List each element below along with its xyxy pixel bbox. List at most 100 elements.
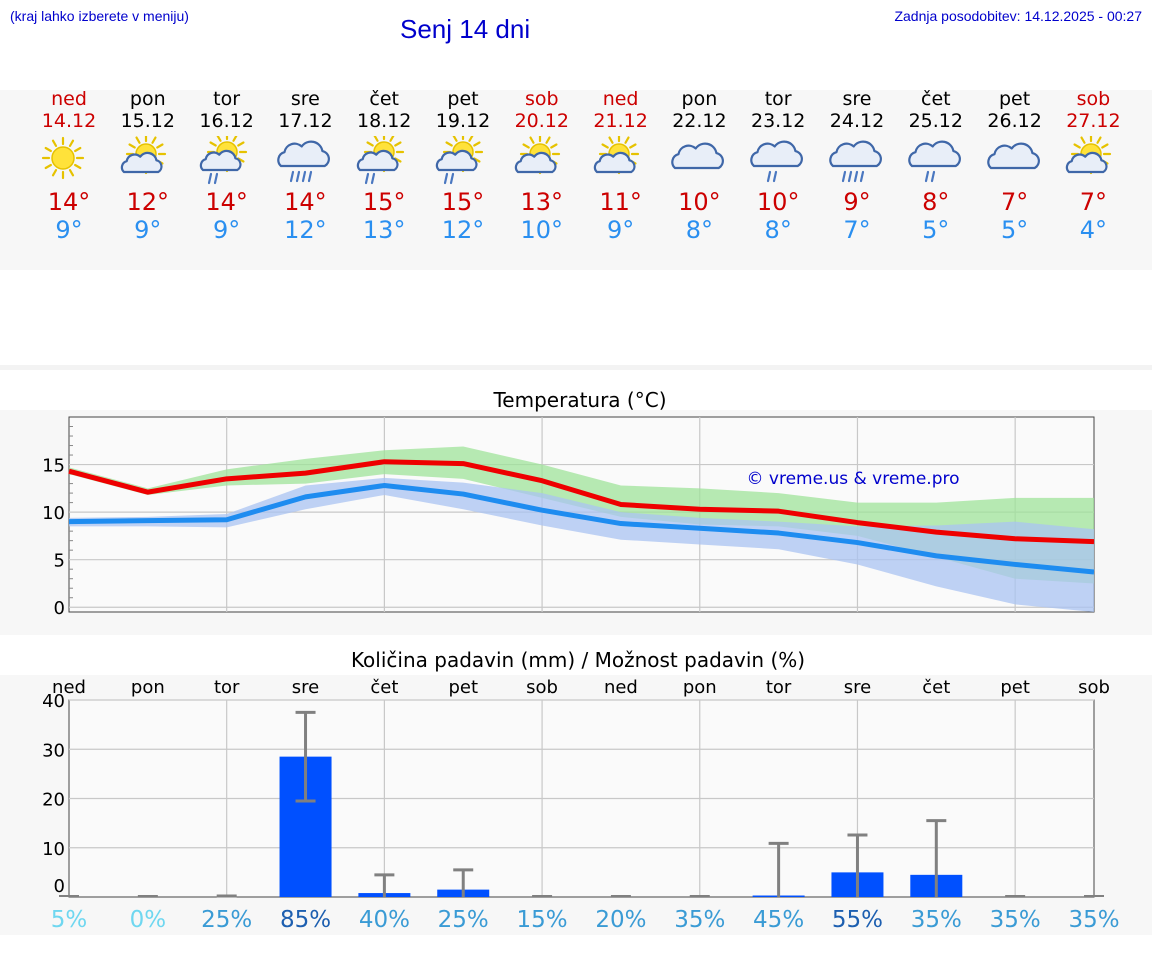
day-date: 24.12 — [829, 110, 885, 132]
day-name: čet — [921, 88, 951, 110]
day-date: 14.12 — [41, 110, 97, 132]
min_range-band — [69, 477, 1094, 612]
precip-probability: 20% — [595, 907, 646, 933]
precip-probability: 25% — [438, 907, 489, 933]
weather-icon — [41, 136, 85, 180]
day-date: 16.12 — [199, 110, 254, 132]
weather-icon — [514, 136, 560, 175]
precip-probability: 0% — [130, 907, 167, 933]
y-tick-label: 5 — [54, 551, 65, 572]
min-temp: 13° — [362, 216, 406, 244]
weather-icon — [199, 136, 247, 185]
day-name: tor — [764, 88, 792, 110]
day-date: 21.12 — [593, 110, 648, 132]
day-name: ned — [51, 88, 87, 110]
x-day-label: sre — [292, 677, 319, 698]
day-date: 22.12 — [672, 110, 727, 132]
min-temp: 10° — [520, 216, 564, 244]
min-temp: 5° — [922, 216, 950, 244]
x-day-label: ned — [604, 677, 638, 698]
day-column: sob 20.12 13° 10° — [502, 88, 582, 244]
weather-icon — [277, 140, 331, 183]
day-column: tor 16.12 14° 9° — [187, 88, 267, 244]
max-temp-line — [68, 459, 1095, 545]
x-day-label: tor — [214, 677, 240, 698]
day-date: 19.12 — [435, 110, 491, 132]
max-temp: 7° — [1000, 188, 1029, 216]
y-tick-label: 0 — [54, 876, 65, 897]
x-day-label: sre — [844, 677, 871, 698]
precip-probability: 85% — [280, 907, 331, 933]
x-day-label: pon — [683, 677, 717, 698]
precip-probability: 35% — [990, 907, 1041, 933]
y-tick-label: 15 — [42, 456, 65, 477]
temperature-chart: Temperatura (°C) 0 5 10 15 © vreme.us & vreme… — [42, 388, 1095, 615]
max-temp: 11° — [599, 188, 642, 216]
day-name: ned — [602, 88, 639, 110]
day-name: sob — [1076, 88, 1111, 110]
y-tick-label: 10 — [42, 503, 65, 524]
day-name: sre — [290, 88, 320, 110]
max-temp: 9° — [843, 188, 871, 216]
x-day-label: tor — [766, 677, 792, 698]
y-tick-label: 20 — [42, 790, 65, 811]
max-temp: 10° — [678, 188, 721, 216]
chart-title: Temperatura (°C) — [492, 388, 666, 412]
precip-probability: 35% — [911, 907, 962, 933]
x-day-label: čet — [922, 677, 950, 698]
day-date: 27.12 — [1066, 110, 1121, 132]
min-temp: 9° — [212, 216, 241, 244]
day-name: pon — [681, 88, 718, 110]
x-day-label: sob — [1078, 677, 1110, 698]
weather-icon — [120, 136, 166, 175]
weather-icon — [750, 140, 804, 183]
weather-icon — [357, 136, 405, 185]
min-temp: 9° — [606, 216, 635, 244]
header-region-note[interactable]: (kraj lahko izberete v meniju) — [10, 8, 189, 24]
weather-icon — [593, 136, 639, 175]
day-name: pet — [447, 88, 479, 110]
max-temp: 14° — [284, 188, 327, 216]
day-column: pon 22.12 10° 8° — [659, 88, 739, 244]
day-column: pet 26.12 7° 5° — [975, 88, 1055, 244]
day-date: 25.12 — [908, 110, 963, 132]
day-date: 23.12 — [750, 110, 806, 132]
day-name: pon — [129, 88, 166, 110]
precipitation-chart: Količina padavin (mm) / Možnost padavin … — [42, 648, 1119, 933]
max-temp: 14° — [205, 188, 248, 216]
max-temp: 10° — [756, 188, 800, 216]
day-name: sob — [525, 88, 559, 110]
chart-title: Količina padavin (mm) / Možnost padavin … — [351, 648, 805, 672]
max-temp: 14° — [47, 188, 91, 216]
day-column: pet 19.12 15° 12° — [423, 88, 503, 244]
max-temp: 15° — [362, 188, 406, 216]
min-temp: 12° — [284, 216, 327, 244]
precip-probability: 40% — [359, 907, 410, 933]
day-column: čet 25.12 8° 5° — [896, 88, 976, 244]
day-name: sre — [842, 88, 872, 110]
weather-icon — [829, 140, 882, 183]
max-temp: 8° — [922, 188, 950, 216]
day-column: čet 18.12 15° 13° — [344, 88, 424, 244]
precip-probability: 35% — [674, 907, 725, 933]
weather-icon — [1066, 136, 1112, 175]
weather-icon — [435, 136, 484, 185]
weather-icon — [986, 142, 1040, 170]
precip-probability: 35% — [1068, 907, 1119, 933]
y-tick-label: 30 — [42, 740, 65, 761]
forecast-band — [0, 90, 1152, 270]
x-day-label: pet — [1000, 677, 1030, 698]
min-temp-line — [68, 482, 1095, 575]
precip-probability: 55% — [832, 907, 883, 933]
day-column: sre 17.12 14° 12° — [265, 88, 345, 244]
day-name: čet — [369, 88, 399, 110]
x-day-label: ned — [52, 677, 86, 698]
day-column: pon 15.12 12° 9° — [108, 88, 188, 244]
day-date: 15.12 — [120, 110, 175, 132]
weather-icon — [671, 142, 725, 170]
y-tick-label: 0 — [54, 598, 65, 615]
day-date: 17.12 — [278, 110, 333, 132]
day-column: tor 23.12 10° 8° — [738, 88, 818, 244]
last-update: Zadnja posodobitev: 14.12.2025 - 00:27 — [894, 8, 1142, 24]
day-column: sob 27.12 7° 4° — [1053, 88, 1133, 244]
